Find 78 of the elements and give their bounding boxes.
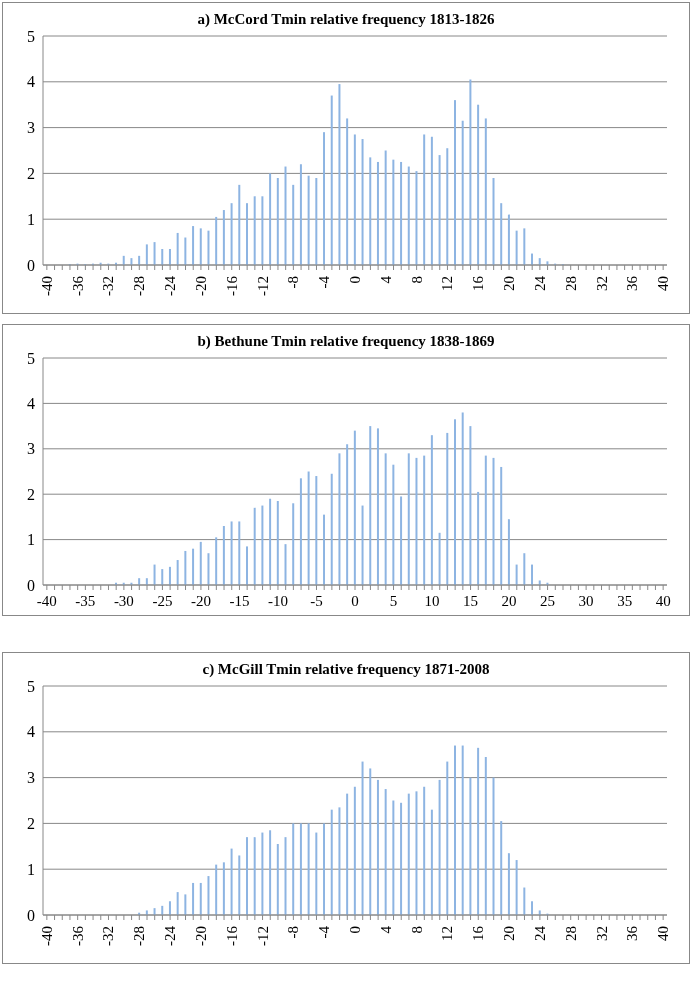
x-tick-label: -32 (100, 276, 117, 296)
x-tick-label: 40 (655, 276, 672, 291)
x-tick-label: 40 (655, 593, 671, 609)
chart-title: c) McGill Tmin relative frequency 1871-2008 (201, 660, 491, 678)
y-tick-label: 5 (27, 27, 35, 45)
x-tick-label: 10 (424, 593, 440, 609)
y-tick-label: 1 (27, 531, 35, 549)
x-tick-label: 16 (470, 925, 487, 941)
x-tick-label: 0 (351, 593, 359, 609)
y-tick-label: 2 (27, 165, 35, 183)
chart-title: a) McCord Tmin relative frequency 1813-1826 (196, 10, 496, 28)
x-tick-label: 25 (540, 593, 556, 609)
x-tick-label: 5 (389, 593, 398, 609)
x-tick-label: 36 (624, 925, 641, 941)
y-tick-label: 1 (27, 860, 35, 878)
y-tick-label: 3 (27, 119, 35, 137)
y-tick-label: 1 (27, 210, 35, 228)
y-tick-label: 4 (27, 395, 35, 413)
x-tick-label: 16 (470, 275, 487, 291)
y-tick-label: 4 (27, 73, 35, 91)
x-tick-label: -20 (192, 276, 209, 296)
x-tick-label: 20 (501, 926, 518, 941)
x-tick-label: 20 (501, 593, 517, 609)
x-tick-label: 32 (593, 276, 610, 291)
x-tick-label: 35 (617, 593, 633, 609)
x-tick-label: -40 (38, 276, 55, 296)
x-tick-label: -15 (229, 593, 250, 609)
x-tick-label: -28 (131, 926, 148, 946)
x-tick-label: -20 (192, 926, 209, 946)
x-tick-label: 0 (347, 276, 363, 284)
x-tick-label: -25 (152, 593, 173, 609)
x-tick-label: 15 (463, 593, 479, 609)
x-tick-label: -30 (113, 593, 134, 609)
x-tick-label: 20 (501, 276, 518, 291)
chart-title: b) Bethune Tmin relative frequency 1838-1869 (196, 332, 496, 350)
y-tick-label: 2 (27, 815, 35, 833)
x-tick-label: -4 (316, 925, 333, 939)
x-tick-label: -40 (38, 926, 55, 946)
x-tick-label: 40 (655, 926, 672, 941)
x-tick-label: -35 (75, 593, 96, 609)
y-tick-label: 5 (27, 349, 35, 367)
x-tick-label: -10 (267, 593, 288, 609)
x-tick-label: -36 (69, 275, 86, 296)
x-tick-label: -4 (316, 275, 333, 289)
x-tick-label: -24 (162, 925, 179, 946)
x-tick-label: 30 (578, 593, 594, 609)
x-tick-label: 36 (624, 275, 641, 291)
x-tick-label: -8 (285, 276, 302, 289)
x-tick-label: 24 (531, 925, 548, 941)
x-tick-label: 24 (531, 275, 548, 291)
x-tick-label: -36 (69, 925, 86, 946)
x-tick-label: -8 (285, 926, 302, 939)
x-tick-label: 12 (439, 276, 456, 291)
x-tick-label: -40 (36, 593, 57, 609)
x-tick-label: -16 (223, 925, 240, 946)
x-tick-label: -32 (100, 926, 117, 946)
y-tick-label: 5 (27, 677, 35, 695)
y-tick-label: 3 (27, 769, 35, 787)
y-tick-label: 4 (27, 723, 35, 741)
x-tick-label: -12 (254, 926, 271, 946)
x-tick-label: -5 (310, 593, 323, 609)
x-tick-label: -28 (131, 276, 148, 296)
x-tick-label: -24 (162, 275, 179, 296)
x-tick-label: -20 (190, 593, 211, 609)
x-tick-label: 32 (593, 926, 610, 941)
x-tick-label: 0 (347, 926, 363, 934)
x-tick-label: 4 (377, 925, 394, 934)
x-tick-label: 28 (562, 926, 579, 941)
y-tick-label: 2 (27, 485, 35, 503)
x-tick-label: 4 (377, 275, 394, 284)
x-tick-label: 28 (562, 276, 579, 291)
x-tick-label: 8 (408, 276, 425, 284)
x-tick-label: 12 (439, 926, 456, 941)
y-tick-label: 3 (27, 440, 35, 458)
x-tick-label: -12 (254, 276, 271, 296)
x-tick-label: 8 (408, 926, 425, 934)
x-tick-label: -16 (223, 275, 240, 296)
y-tick-label: 0 (27, 576, 35, 594)
